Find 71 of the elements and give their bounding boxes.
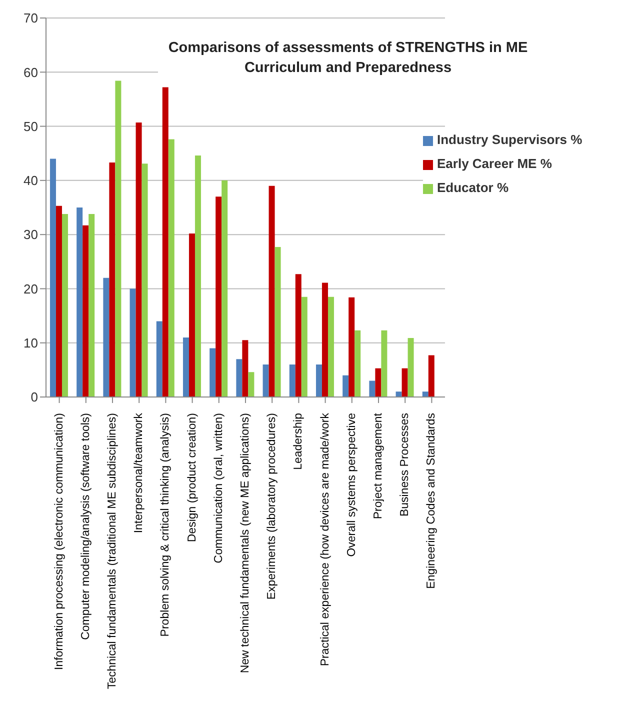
x-tick-label: Leadership [292,413,305,470]
bar [289,364,296,397]
x-tick-label: Experiments (laboratory procedures) [266,412,278,600]
legend-label: Educator % [437,180,509,195]
x-tick-label: Information processing (electronic communication) [53,412,66,670]
x-tick-label: Communication (oral, written) [212,412,225,564]
bar [103,278,110,397]
bar [301,296,308,397]
bar [56,206,62,397]
x-tick-label: Business Processes [399,412,412,517]
x-tick-label: Problem solving & critical thinking (analysis) [160,412,172,637]
bar [248,372,254,397]
y-tick-label: 30 [24,227,38,242]
y-tick-label: 10 [24,335,38,350]
y-tick-label: 50 [24,118,38,134]
bar [210,348,216,397]
y-tick-label: 0 [30,390,38,405]
legend-label: Industry Supervisors % [437,132,582,147]
bar [236,359,242,397]
bar [194,156,201,397]
bar [242,340,248,397]
x-tick-label: Practical experience (how devices are made/work [319,412,332,666]
x-tick-label: Project management [372,412,384,520]
bar [82,225,89,397]
x-tick-label: Overall systems perspective [346,413,358,557]
bar [375,368,382,397]
x-tick-label: Design (product creation) [186,412,198,542]
x-tick-label: New technical fundamentals (new ME applications) [240,412,252,674]
bar [216,196,222,397]
bar [316,364,322,397]
bar [354,330,361,397]
bar [342,375,349,397]
bar [162,87,168,397]
bar [408,338,414,397]
bar [142,164,148,397]
bar [328,296,334,397]
bar [381,330,388,397]
bar [115,80,122,397]
bar [50,158,56,397]
bar [348,297,355,397]
bar [396,392,402,397]
bar [322,282,328,397]
x-tick-label: Computer modeling/analysis (software tools) [80,412,92,640]
bar [188,233,195,397]
bar [168,139,174,397]
bar [136,122,142,397]
bar [76,208,83,397]
bar [109,162,116,397]
y-tick-label: 70 [24,10,38,26]
bar [274,247,281,397]
x-tick-label: Engineering Codes and Standards [426,412,438,589]
bar [156,321,162,397]
bar [268,186,275,397]
bar [422,392,428,397]
y-tick-label: 60 [24,64,38,80]
bar [130,288,136,397]
legend-label: Early Career ME % [437,156,552,171]
bar [182,337,189,397]
bar [428,355,434,397]
y-tick-label: 20 [24,281,38,296]
bar [369,380,376,397]
x-tick-label: Interpersonal/teamwork [133,412,146,534]
x-tick-label: Technical fundamentals (traditional ME subdisciplines) [106,412,118,690]
bar [88,214,95,397]
bar [262,364,269,397]
y-tick-label: 40 [24,173,38,188]
bar [222,180,228,397]
bar [62,214,68,397]
text: Comparisons of assessments of STRENGTHS in ME Curriculum and Preparedness [158,38,538,78]
bar [295,274,302,397]
bar [402,368,408,397]
